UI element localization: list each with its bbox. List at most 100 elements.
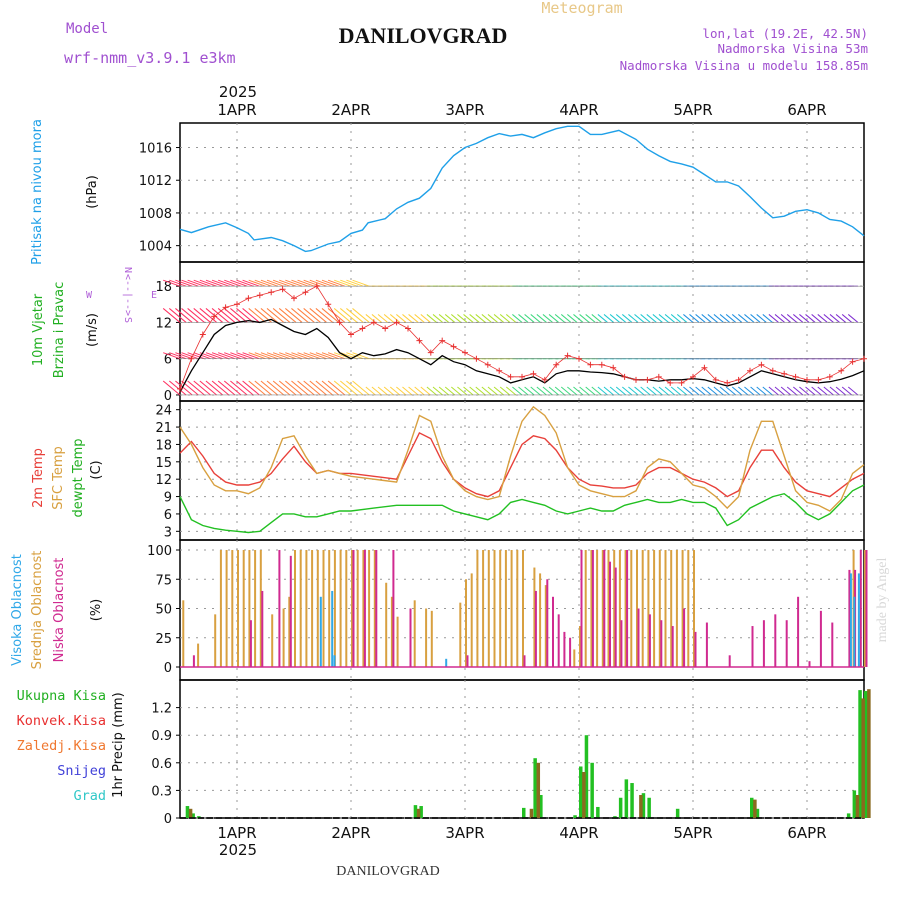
wind-barb (634, 386, 645, 396)
wind-gust-marker (804, 376, 810, 383)
wind-barb (640, 386, 651, 396)
wind-barb (248, 352, 266, 360)
cloud-bar (573, 649, 576, 667)
cloud-bar (465, 579, 467, 667)
cloud-bar (693, 550, 695, 667)
wind-barb (333, 380, 352, 396)
precip-bar (641, 793, 646, 818)
wind-barb (279, 279, 297, 287)
pressure-ytick-label: 1008 (139, 207, 172, 222)
wind-barb (181, 308, 199, 323)
wind-barb (303, 279, 321, 287)
wind-barb (530, 314, 541, 323)
wind-barb (339, 308, 358, 323)
wind-barb (352, 279, 370, 287)
wind-label-1: 10m Vjetar (31, 293, 46, 366)
wind-barb (309, 308, 327, 323)
temp-unit: (C) (89, 460, 104, 479)
wind-barb (297, 279, 315, 287)
wind-barb (652, 314, 663, 323)
cloud-bar (413, 600, 416, 667)
cloud-bar (584, 550, 587, 667)
wind-barb (211, 279, 230, 287)
cloud-bar (516, 550, 519, 667)
wind-gust-marker (598, 361, 605, 368)
cloud-bar (249, 620, 252, 667)
precip-frame (179, 679, 865, 819)
x-tick-label-bottom: 3APR (445, 824, 484, 842)
cloud-bar (316, 550, 319, 667)
cloud-bar (670, 550, 673, 667)
precip-bar (639, 795, 643, 818)
wind-barb (585, 386, 596, 396)
temperature-ytick-label: 12 (155, 473, 172, 488)
wind-barb (805, 386, 816, 396)
wind-barb (628, 386, 639, 396)
cloud-bar (466, 655, 469, 667)
precip-bar (861, 698, 865, 818)
wind-barb (217, 380, 236, 396)
wind-barb (823, 386, 834, 396)
wind-barb (768, 386, 779, 396)
wind-dir-E: E (151, 290, 157, 301)
wind-barb (683, 386, 694, 396)
wind-barb (499, 314, 511, 323)
wind-barb (664, 386, 675, 396)
cloud-bar (658, 550, 661, 667)
wind-barb (457, 314, 468, 323)
wind-barb (272, 279, 291, 287)
wind-barb (829, 386, 840, 396)
wind-barb (236, 279, 254, 287)
wind-barb (670, 386, 682, 396)
wind-barb (707, 386, 718, 396)
plot-layer: 1004100810121016061218369121518212402550… (139, 101, 871, 842)
wind-barb (396, 386, 407, 396)
wind-barb (297, 380, 315, 396)
precip-bar (533, 758, 537, 818)
precip-unit: (mm) (111, 692, 126, 727)
cloud-bar (603, 550, 606, 667)
wind-barb (432, 386, 443, 396)
wind-barb (689, 314, 700, 323)
precip-bar (618, 797, 623, 818)
wind-barb (334, 279, 352, 287)
cloud-bar (609, 561, 611, 667)
cloud-bar (675, 550, 678, 667)
cloud-label-high: Visoka Oblacnost (10, 554, 25, 666)
wind-barb (187, 380, 205, 396)
credit: made by Angel (875, 558, 890, 643)
model-elevation-info: Nadmorska Visina u modelu 158.85m (620, 58, 868, 73)
wind-barb (163, 352, 181, 360)
wind-barb (217, 352, 236, 360)
cloud-bar (319, 596, 322, 667)
wind-gust-marker (530, 370, 537, 377)
wind-gust-marker (177, 385, 183, 392)
precip-bar (529, 808, 534, 818)
cloud-bar (859, 550, 862, 667)
wind-barb (756, 386, 767, 396)
wind-barb (701, 386, 712, 396)
precip-bar (573, 815, 577, 818)
wind-barb (389, 386, 401, 396)
wind-barb (333, 308, 352, 323)
wind-barb (211, 380, 230, 396)
wind-barb (272, 308, 291, 323)
precip-legend-frozen: Zaledj.Kisa (17, 738, 106, 754)
cloud-bar (546, 579, 549, 667)
cloud-bar (333, 550, 336, 667)
wind-barb (646, 314, 657, 323)
wind-barb (187, 308, 205, 323)
wind-barb (579, 386, 590, 396)
cloud-bar (620, 620, 623, 667)
wind-barb (750, 386, 761, 396)
wind-barb (199, 380, 217, 396)
wind-barb (451, 386, 462, 396)
x-tick-label-bottom: 4APR (559, 824, 598, 842)
wind-barb (260, 352, 278, 360)
wind-gust-marker (245, 295, 252, 302)
wind-barb (744, 386, 755, 396)
precip-bar (675, 808, 680, 818)
wind-gust-marker (667, 379, 674, 386)
cloud-bar (613, 550, 616, 667)
wind-barb (762, 314, 773, 323)
